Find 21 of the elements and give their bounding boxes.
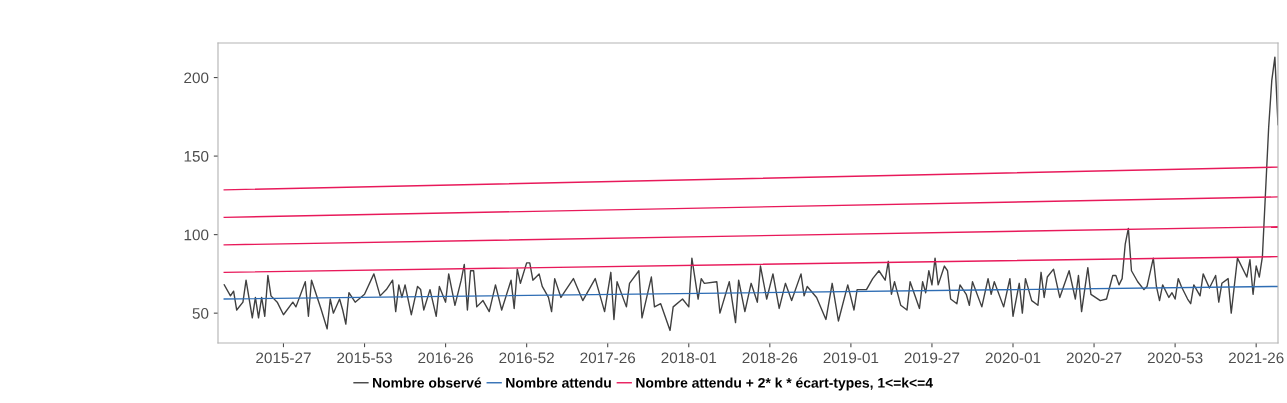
x-tick-label: 2016-26 [418,352,473,364]
legend-label: Nombre observé [373,377,482,388]
y-tick-label: 100 [184,229,209,241]
x-tick-label: 2017-26 [580,352,636,364]
x-tick-label: 2015-27 [256,352,311,364]
x-tick-label: 2019-27 [904,352,960,364]
x-tick-label: 2016-52 [499,352,554,364]
y-tick-label: 150 [184,150,209,162]
line-series [223,56,1278,332]
x-tick-label: 2020-01 [985,352,1041,364]
legend-label: Nombre attendu [506,377,611,388]
x-tick-label: 2021-26 [1228,352,1284,364]
x-tick-label: 2015-53 [337,352,392,364]
x-tick-label: 2018-26 [742,352,798,364]
y-tick-label: 200 [184,72,209,84]
legend-label: Nombre attendu + 2* k * écart-types, 1<=k<=4 [636,377,933,391]
y-tick-label: 50 [192,308,209,319]
x-tick-label: 2020-53 [1147,352,1203,364]
x-tick-label: 2018-01 [661,352,717,364]
x-tick-label: 2019-01 [823,352,879,364]
x-tick-label: 2020-27 [1066,352,1122,364]
